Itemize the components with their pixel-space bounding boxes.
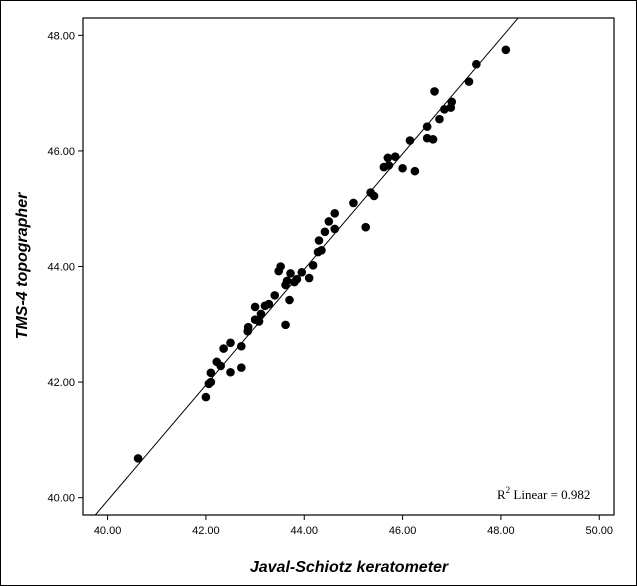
data-point [286,269,295,278]
y-axis-ticks: 40.00 42.00 44.00 46.00 48.00 [47,30,83,505]
x-tick-label: 48.00 [487,525,515,537]
data-point [447,97,457,107]
data-point [292,274,302,284]
y-axis-title: TMS-4 topographer [14,192,31,339]
data-point [285,295,294,305]
y-tick-label: 44.00 [47,262,75,274]
y-tick-label: 46.00 [47,146,75,158]
data-point [410,166,420,176]
data-point [390,152,400,161]
data-point [501,45,511,55]
data-point [254,317,264,326]
data-point [201,392,211,402]
y-tick-label: 40.00 [47,493,75,505]
data-point [330,224,340,234]
data-point [349,198,358,208]
data-point [361,222,371,232]
data-point [398,163,407,173]
data-point [226,367,235,377]
data-point [430,87,439,96]
data-point [308,261,318,270]
fit-line-group [94,18,519,515]
y-tick-label: 42.00 [47,377,75,389]
data-point [281,320,290,330]
data-point [330,209,340,218]
data-point [270,291,280,300]
data-point [219,344,228,353]
data-point [422,122,432,131]
data-point [314,236,324,245]
data-point [428,135,438,144]
plot-area [82,17,615,516]
data-points [133,45,511,463]
x-axis-title: Javal-Schiotz keratometer [250,559,449,576]
data-point [256,309,266,319]
data-point [226,338,235,348]
r2-annotation: R2 Linear = 0.982 [497,485,590,502]
data-point [237,363,246,372]
x-tick-label: 50.00 [585,525,613,537]
data-point [317,246,326,255]
data-point [206,377,216,387]
data-point [320,227,330,237]
data-point [304,273,314,283]
y-tick-label: 48.00 [47,30,75,42]
data-point [133,454,143,463]
data-point [435,114,444,124]
data-point [384,161,394,170]
data-point [250,302,260,312]
data-point [383,153,393,163]
data-point [264,299,274,309]
data-point [405,136,415,145]
data-point [276,262,285,271]
regression-line [94,18,519,515]
x-tick-label: 44.00 [290,525,318,537]
data-point [472,59,481,69]
x-axis-ticks: 40.00 42.00 44.00 46.00 48.00 50.00 [94,515,613,537]
data-point [216,361,225,371]
x-tick-label: 46.00 [389,525,417,537]
data-point [237,341,246,351]
data-point [369,191,379,201]
data-point [324,217,334,226]
data-point [282,276,292,286]
data-point [206,368,216,378]
data-point [243,322,253,332]
x-tick-label: 42.00 [192,525,220,537]
data-point [297,267,307,277]
x-tick-label: 40.00 [94,525,122,537]
data-point [464,77,474,86]
